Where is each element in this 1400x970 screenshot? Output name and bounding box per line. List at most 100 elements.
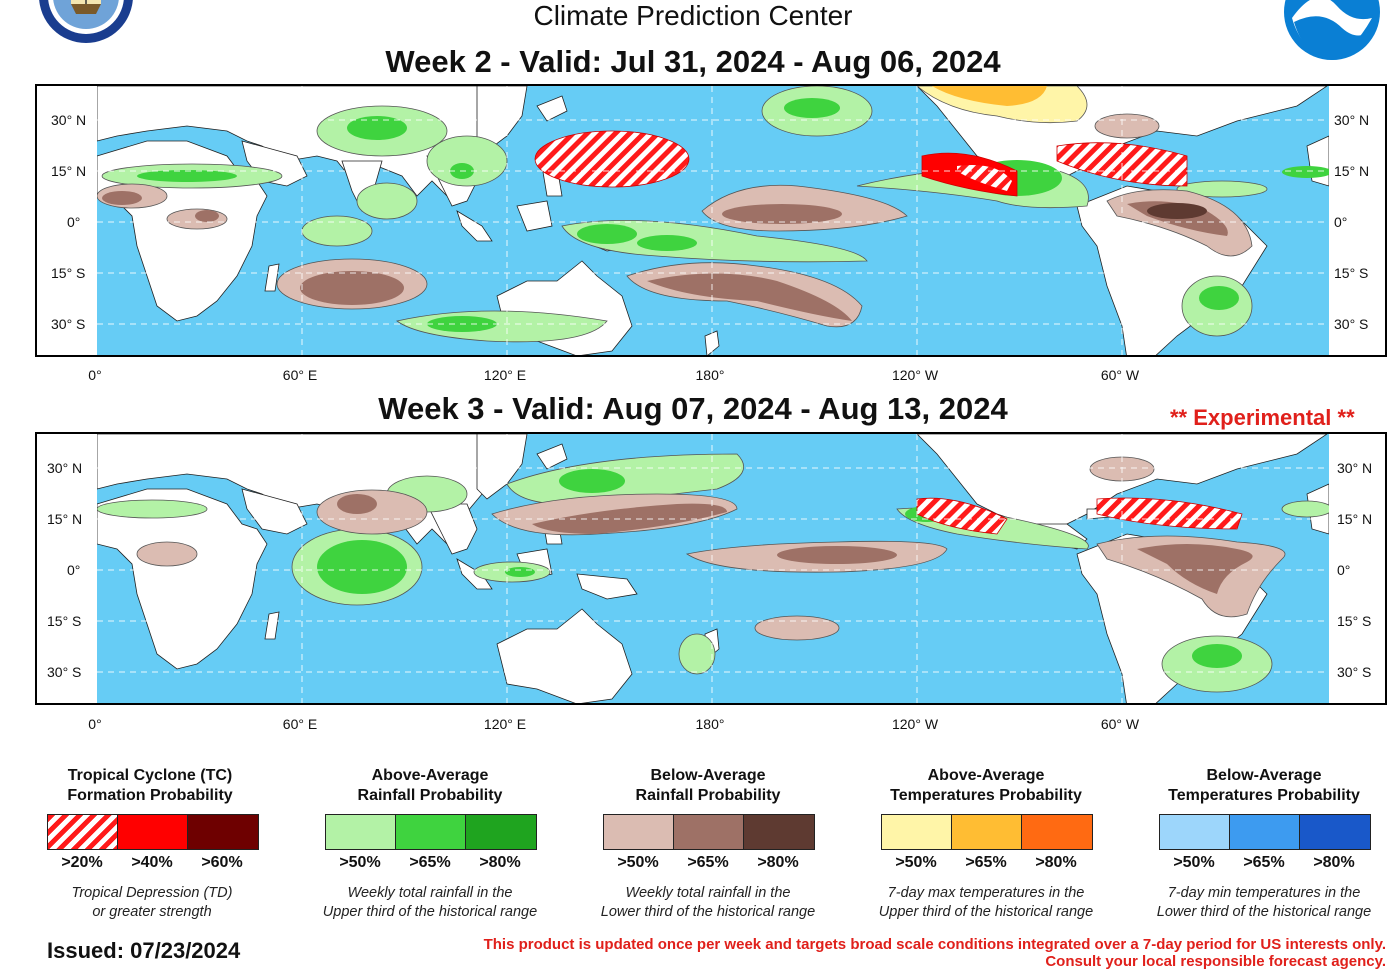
swatch <box>604 815 674 849</box>
lat-label: 15° S <box>47 613 82 629</box>
lon-label: 0° <box>88 716 102 732</box>
lat-label: 30° S <box>51 316 86 332</box>
legend-desc: 7-day max temperatures in the Upper thir… <box>846 884 1126 922</box>
lat-label: 30° N <box>47 460 83 476</box>
lat-label: 0° <box>67 214 81 230</box>
legend-label: >50% <box>339 854 381 871</box>
legend-labels: >20% >40% >60% <box>47 854 257 872</box>
legend-label: >20% <box>61 854 103 871</box>
se-asia <box>426 503 478 555</box>
legend-desc: Weekly total rainfall in the Upper third… <box>290 884 570 922</box>
tc-formation <box>916 497 1243 535</box>
week2-title: Week 2 - Valid: Jul 31, 2024 - Aug 06, 2… <box>385 44 1001 79</box>
legend-title-line: Rainfall Probability <box>357 787 503 804</box>
legend-rain-above: Above-Average Rainfall Probability >50% … <box>290 766 570 920</box>
madagascar <box>264 263 280 292</box>
legend-title: Above-Average Temperatures Probability <box>846 766 1126 806</box>
lon-label: 180° <box>695 716 725 732</box>
legend-title-line: Formation Probability <box>67 787 233 804</box>
issued-date: Issued: 07/23/2024 <box>47 938 241 963</box>
legend-title: Tropical Cyclone (TC) Formation Probabil… <box>10 766 290 806</box>
japan <box>536 95 568 122</box>
lat-label: 15° N <box>47 511 83 527</box>
lat-label: 30° S <box>47 664 82 680</box>
swatch <box>118 815 188 849</box>
week3-map: 30° N 15° N 0° 15° S 30° S 30° N 15° N 0… <box>35 432 1387 705</box>
legend-desc: 7-day min temperatures in the Lower thir… <box>1124 884 1400 922</box>
legend-title: Below-Average Temperatures Probability <box>1124 766 1400 806</box>
legend-label: >65% <box>1243 854 1285 871</box>
lon-label: 120° E <box>483 367 527 383</box>
japan <box>536 443 568 470</box>
legend-label: >40% <box>131 854 173 871</box>
page-title: Climate Prediction Center <box>533 0 853 31</box>
legend-swatches <box>1159 814 1371 850</box>
swatch <box>1300 815 1370 849</box>
swatch <box>1230 815 1300 849</box>
lon-label: 0° <box>88 367 102 383</box>
legend-label: >80% <box>1035 854 1077 871</box>
noaa-logo <box>1282 0 1382 62</box>
swatch-hatch <box>48 815 118 849</box>
legend-desc-line: Weekly total rainfall in the <box>347 885 513 901</box>
legend-desc-line: Upper third of the historical range <box>322 904 538 920</box>
legend-temp-below: Below-Average Temperatures Probability >… <box>1124 766 1400 920</box>
legend-temp-above: Above-Average Temperatures Probability >… <box>846 766 1126 920</box>
legend-desc-line: Lower third of the historical range <box>1156 904 1372 920</box>
lat-label: 15° S <box>51 265 86 281</box>
legend-desc: Weekly total rainfall in the Lower third… <box>568 884 848 922</box>
legend-label: >65% <box>687 854 729 871</box>
lat-label: 30° N <box>1337 460 1373 476</box>
swatch <box>674 815 744 849</box>
lat-label: 15° S <box>1337 613 1372 629</box>
legend-labels: >50% >65% >80% <box>325 854 535 872</box>
swatch <box>1022 815 1092 849</box>
swatch <box>326 815 396 849</box>
new-guinea <box>576 573 638 600</box>
legend-desc-line: Upper third of the historical range <box>878 904 1094 920</box>
legend-swatches <box>325 814 537 850</box>
lat-label: 0° <box>1334 214 1348 230</box>
legend-label: >65% <box>409 854 451 871</box>
legend-label: >60% <box>201 854 243 871</box>
legend-title-line: Temperatures Probability <box>890 787 1082 804</box>
lat-label: 15° S <box>1334 265 1369 281</box>
swatch <box>882 815 952 849</box>
legend-title-line: Rainfall Probability <box>635 787 781 804</box>
legend-title: Above-Average Rainfall Probability <box>290 766 570 806</box>
disclaimer: This product is updated once per week an… <box>408 936 1386 970</box>
legend-desc-line: 7-day max temperatures in the <box>887 885 1085 901</box>
legend-desc-line: 7-day min temperatures in the <box>1167 885 1361 901</box>
swatch <box>952 815 1022 849</box>
legend-label: >80% <box>479 854 521 871</box>
legend-title-line: Tropical Cyclone (TC) <box>67 767 233 784</box>
legend-desc-line: Lower third of the historical range <box>600 904 816 920</box>
lon-label: 120° E <box>483 716 527 732</box>
disclaimer-line: Consult your local responsible forecast … <box>1045 953 1386 970</box>
lon-label: 60° E <box>282 716 318 732</box>
legend-desc-line: Weekly total rainfall in the <box>625 885 791 901</box>
legend-title-line: Below-Average <box>650 767 766 784</box>
legend-title-line: Above-Average <box>371 767 489 784</box>
legend-label: >80% <box>757 854 799 871</box>
experimental-label: ** Experimental ** <box>1170 405 1355 430</box>
lon-label: 60° W <box>1100 716 1140 732</box>
lat-label: 15° N <box>51 163 87 179</box>
lon-label: 60° E <box>282 367 318 383</box>
australia <box>496 608 633 703</box>
lat-label: 0° <box>1337 562 1351 578</box>
lat-label: 30° N <box>1334 112 1370 128</box>
lat-label: 30° S <box>1337 664 1372 680</box>
lat-label: 0° <box>67 562 81 578</box>
legend-swatches <box>47 814 259 850</box>
gridlines <box>97 86 1329 355</box>
lon-label: 60° W <box>1100 367 1140 383</box>
week3-title: Week 3 - Valid: Aug 07, 2024 - Aug 13, 2… <box>378 391 1008 426</box>
gridlines <box>97 434 1329 703</box>
legend-label: >65% <box>965 854 1007 871</box>
africa <box>96 488 268 670</box>
legend-labels: >50% >65% >80% <box>603 854 813 872</box>
legend-swatches <box>881 814 1093 850</box>
legend-title-line: Above-Average <box>927 767 1045 784</box>
doc-seal-logo <box>38 0 134 46</box>
